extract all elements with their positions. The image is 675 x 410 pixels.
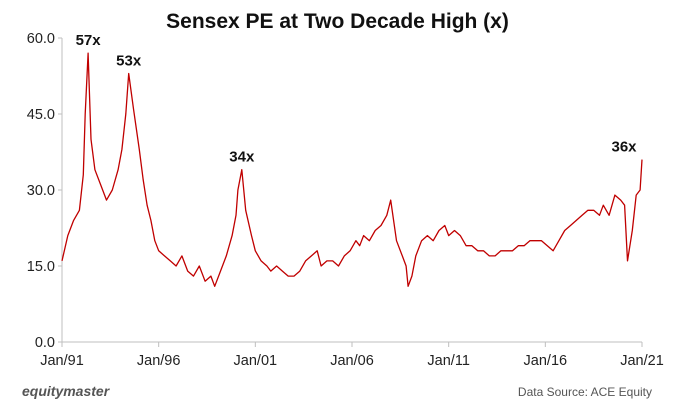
y-tick-label: 30.0 [27,183,55,199]
x-tick-label: Jan/91 [40,353,84,369]
y-tick-label: 0.0 [35,335,55,351]
x-tick-label: Jan/06 [330,353,374,369]
x-tick-label: Jan/21 [620,353,664,369]
peak-annotation: 57x [76,32,102,49]
x-tick-label: Jan/11 [427,353,469,369]
brand-logo: equitymaster [22,383,111,399]
peak-annotation: 34x [229,149,255,166]
peak-annotation: 36x [611,139,637,156]
x-tick-label: Jan/01 [234,353,278,369]
pe-series-line [61,52,643,287]
peak-annotation: 53x [116,52,142,69]
axes: 0.0 15.0 30.0 45.0 60.0 Jan/91 Jan/96 Jan/01 Jan… [27,31,664,369]
annotations: 57x 53x 34x 36x [76,32,638,166]
y-tick-label: 15.0 [27,259,55,275]
y-tick-label: 60.0 [27,31,55,47]
chart-title: Sensex PE at Two Decade High (x) [166,10,509,33]
x-tick-label: Jan/96 [137,353,181,369]
plot-area [61,52,643,287]
data-source: Data Source: ACE Equity [518,385,652,399]
y-tick-label: 45.0 [27,107,55,123]
x-tick-label: Jan/16 [524,353,568,369]
